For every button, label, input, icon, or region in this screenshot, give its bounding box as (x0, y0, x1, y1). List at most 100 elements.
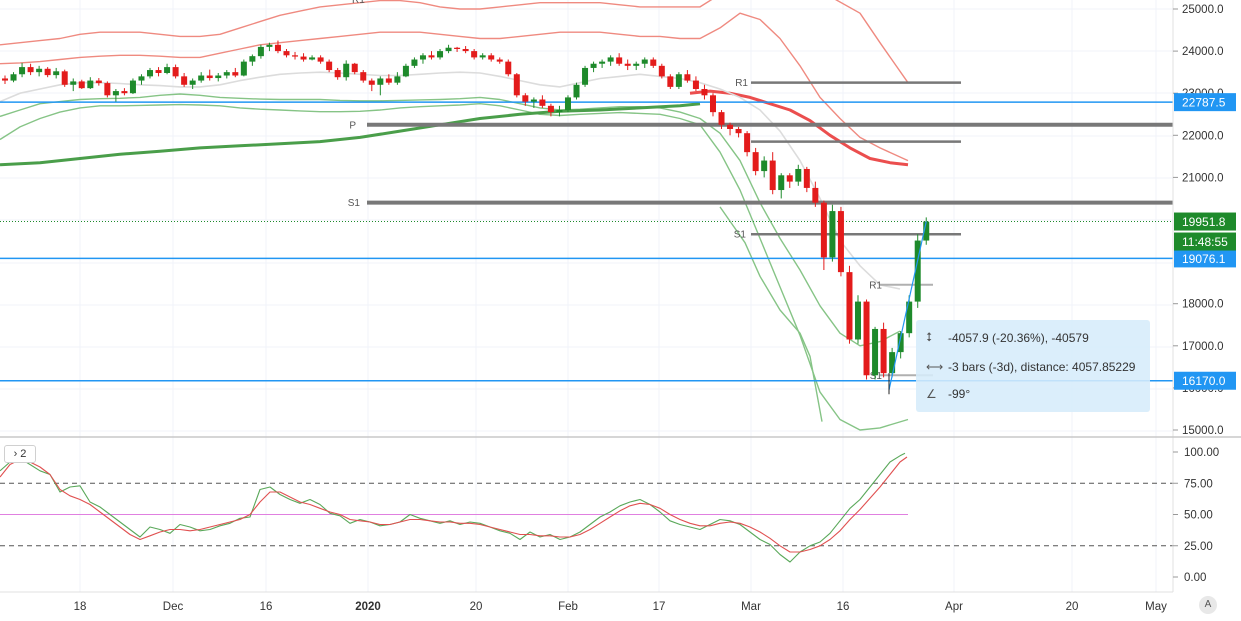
candle-body[interactable] (172, 67, 179, 77)
candle-body[interactable] (112, 91, 119, 96)
candle-body[interactable] (786, 175, 793, 182)
candle-body[interactable] (837, 211, 844, 273)
candle-body[interactable] (266, 44, 273, 47)
study-collapse-button[interactable]: › 2 (4, 445, 36, 463)
candle-body[interactable] (206, 75, 213, 79)
candle-body[interactable] (87, 80, 94, 89)
candle-body[interactable] (522, 95, 529, 102)
candle-body[interactable] (718, 112, 725, 125)
candle-body[interactable] (368, 80, 375, 85)
auto-scale-button[interactable]: A (1199, 596, 1217, 614)
candle-body[interactable] (138, 76, 145, 81)
candle-body[interactable] (496, 59, 503, 62)
candle-body[interactable] (735, 128, 742, 134)
candle-body[interactable] (326, 61, 333, 71)
candle-body[interactable] (761, 160, 768, 172)
candle-body[interactable] (223, 72, 230, 76)
candle-body[interactable] (530, 99, 537, 102)
candle-body[interactable] (283, 51, 290, 56)
candle-body[interactable] (36, 68, 43, 73)
candle-body[interactable] (2, 78, 8, 81)
candle-body[interactable] (445, 47, 452, 52)
candle-body[interactable] (650, 59, 657, 66)
candle-body[interactable] (317, 57, 324, 62)
candlestick-series[interactable] (2, 40, 930, 380)
candle-body[interactable] (232, 72, 239, 76)
candle-body[interactable] (181, 76, 188, 85)
candle-body[interactable] (419, 55, 426, 60)
candle-body[interactable] (769, 160, 776, 191)
candle-body[interactable] (795, 168, 802, 182)
candle-body[interactable] (667, 76, 674, 87)
candle-body[interactable] (292, 55, 299, 57)
oscillator-axis[interactable]: 100.00 75.00 50.00 25.00 0.00 (1173, 447, 1219, 584)
candle-body[interactable] (872, 328, 879, 376)
candle-body[interactable] (479, 55, 486, 58)
candle-body[interactable] (692, 80, 699, 89)
candle-body[interactable] (189, 80, 196, 85)
candle-body[interactable] (53, 71, 60, 76)
candle-body[interactable] (309, 57, 316, 60)
candle-body[interactable] (846, 272, 853, 340)
candle-body[interactable] (10, 74, 17, 81)
candle-body[interactable] (462, 48, 469, 52)
candle-body[interactable] (803, 168, 810, 188)
candle-body[interactable] (95, 80, 102, 84)
candle-body[interactable] (428, 55, 435, 58)
candle-body[interactable] (880, 328, 887, 374)
candle-body[interactable] (812, 187, 819, 203)
candle-body[interactable] (701, 88, 708, 96)
candle-body[interactable] (658, 65, 665, 77)
candle-body[interactable] (351, 63, 358, 73)
candle-body[interactable] (889, 352, 896, 374)
candle-body[interactable] (437, 51, 444, 58)
candle-body[interactable] (249, 56, 256, 62)
candle-body[interactable] (675, 74, 682, 87)
candle-body[interactable] (394, 76, 401, 83)
candle-body[interactable] (360, 72, 367, 81)
candle-body[interactable] (104, 83, 111, 96)
candle-body[interactable] (27, 67, 34, 73)
candle-body[interactable] (411, 59, 418, 66)
candle-body[interactable] (471, 51, 478, 58)
candle-body[interactable] (147, 70, 154, 77)
candle-body[interactable] (155, 70, 162, 73)
candle-body[interactable] (556, 110, 563, 113)
candle-body[interactable] (616, 57, 623, 64)
price-axis[interactable]: 25000.024000.023000.022000.021000.018000… (1173, 4, 1224, 437)
candle-body[interactable] (343, 63, 350, 78)
candle-body[interactable] (752, 152, 759, 172)
candle-body[interactable] (70, 81, 77, 85)
candle-body[interactable] (513, 74, 520, 96)
candle-body[interactable] (505, 61, 512, 75)
candle-body[interactable] (488, 55, 495, 60)
candle-body[interactable] (582, 67, 589, 85)
candle-body[interactable] (240, 61, 247, 76)
measure-trend-line[interactable] (888, 221, 927, 395)
candle-body[interactable] (914, 240, 921, 302)
candle-body[interactable] (778, 175, 785, 191)
candle-body[interactable] (454, 47, 461, 49)
candle-body[interactable] (855, 301, 861, 340)
candle-body[interactable] (906, 301, 913, 334)
candle-body[interactable] (334, 70, 341, 78)
candle-body[interactable] (300, 56, 307, 60)
candle-body[interactable] (61, 71, 68, 85)
candle-body[interactable] (539, 99, 546, 106)
candle-body[interactable] (863, 301, 870, 376)
candle-body[interactable] (19, 67, 26, 75)
candle-body[interactable] (820, 202, 827, 258)
candle-body[interactable] (215, 75, 222, 79)
candle-body[interactable] (198, 75, 205, 81)
candle-body[interactable] (727, 124, 734, 129)
candle-body[interactable] (564, 97, 571, 111)
candle-body[interactable] (44, 68, 51, 76)
candle-body[interactable] (684, 74, 691, 81)
candle-body[interactable] (164, 67, 171, 73)
candle-body[interactable] (121, 91, 128, 94)
candle-body[interactable] (274, 44, 281, 52)
candle-body[interactable] (624, 63, 631, 66)
trend-line[interactable] (888, 221, 927, 391)
candle-body[interactable] (377, 78, 384, 85)
